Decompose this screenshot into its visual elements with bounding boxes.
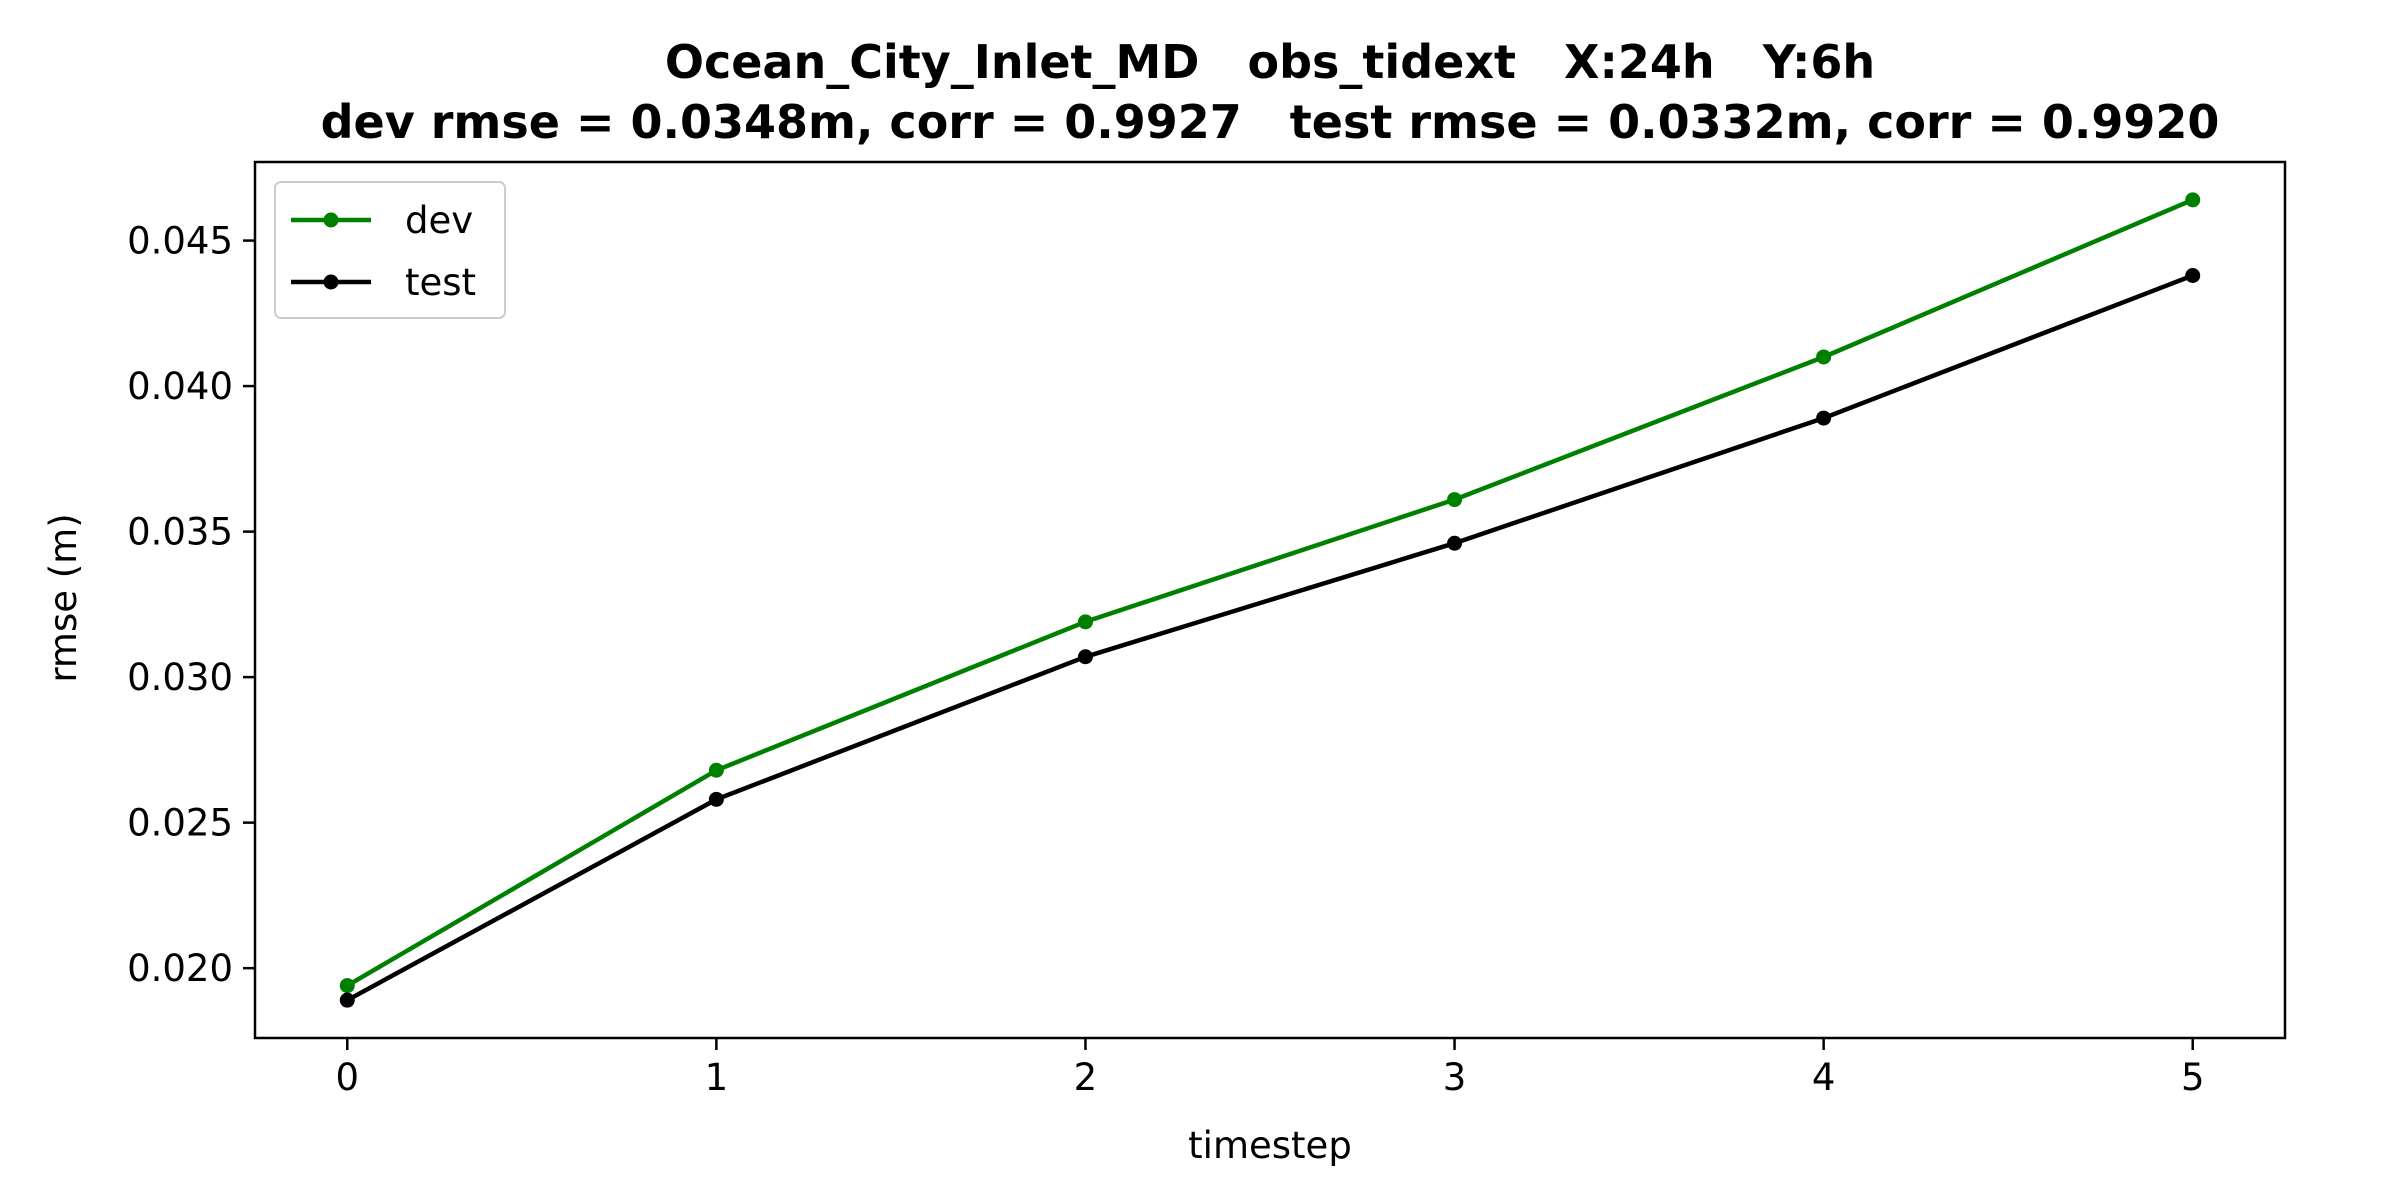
x-axis-label: timestep [1188, 1124, 1352, 1167]
x-tick-label: 0 [335, 1056, 359, 1099]
legend: dev test [274, 181, 506, 319]
data-point-test [2185, 268, 2201, 284]
x-tick-label: 1 [705, 1056, 729, 1099]
y-tick-label: 0.045 [127, 220, 233, 263]
legend-label-dev: dev [405, 199, 473, 242]
x-tick-label: 3 [1443, 1056, 1467, 1099]
y-tick-label: 0.030 [127, 656, 233, 699]
chart-title: Ocean_City_Inlet_MD obs_tidext X:24h Y:6… [665, 35, 1875, 89]
data-point-dev [1816, 349, 1832, 365]
data-point-test [339, 992, 355, 1008]
series-line-test [346, 273, 2194, 1003]
y-tick-label: 0.025 [127, 802, 233, 845]
y-axis-label: rmse (m) [42, 513, 85, 682]
y-tick-label: 0.035 [127, 511, 233, 554]
data-point-test [1816, 410, 1832, 426]
series-line-dev [346, 197, 2194, 988]
y-tick-label: 0.040 [127, 365, 233, 408]
series-layer [339, 192, 2201, 1008]
x-tick-label: 4 [1812, 1056, 1836, 1099]
data-point-test [708, 791, 724, 807]
x-tick-label: 2 [1074, 1056, 1098, 1099]
data-point-test [1447, 535, 1463, 551]
y-axis-ticks: 0.020 0.025 0.030 0.035 0.040 0.045 [127, 220, 255, 990]
data-point-dev [708, 762, 724, 778]
x-tick-label: 5 [2181, 1056, 2205, 1099]
legend-label-test: test [405, 261, 476, 304]
plot-frame [253, 160, 2287, 1040]
x-axis-ticks: 0 1 2 3 4 5 [335, 1038, 2205, 1099]
chart-subtitle: dev rmse = 0.0348m, corr = 0.9927 test r… [321, 95, 2220, 149]
legend-marker-test [323, 274, 339, 290]
data-point-dev [1077, 614, 1093, 630]
data-point-dev [339, 978, 355, 994]
legend-marker-dev [323, 212, 339, 228]
data-point-dev [1447, 492, 1463, 508]
data-point-dev [2185, 192, 2201, 208]
data-point-test [1077, 649, 1093, 665]
y-tick-label: 0.020 [127, 947, 233, 990]
